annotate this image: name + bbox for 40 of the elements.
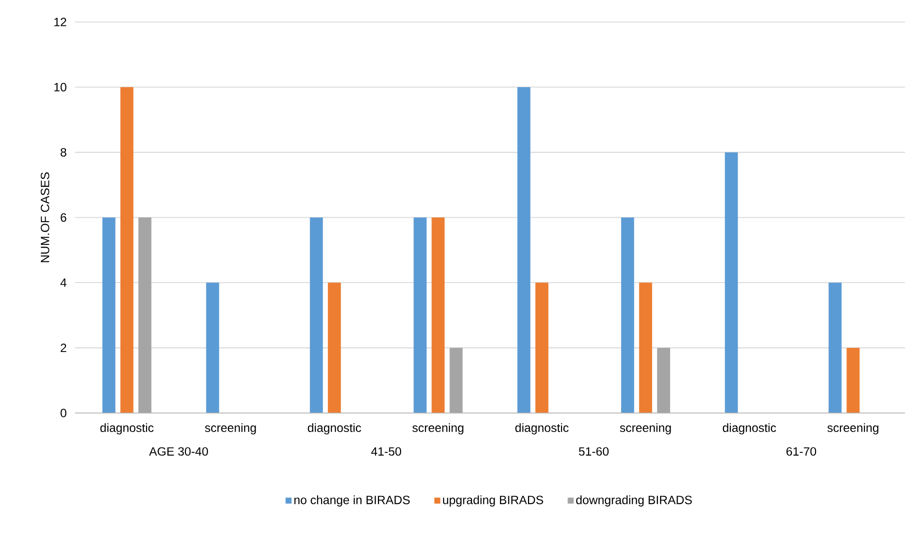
- x-tick-label: screening: [204, 423, 256, 434]
- x-tick-label: diagnostic: [722, 423, 776, 434]
- bar: [517, 87, 530, 413]
- bar: [621, 217, 634, 413]
- bar: [639, 282, 652, 413]
- bar: [432, 217, 445, 413]
- text: 61-70: [786, 447, 816, 456]
- bar: [102, 217, 116, 413]
- bar: [535, 282, 548, 413]
- bar: [657, 348, 670, 413]
- y-tick-label: 2: [60, 344, 66, 352]
- y-tick-label: 0: [60, 408, 66, 418]
- bar: [724, 152, 738, 413]
- text: 51-60: [578, 447, 609, 456]
- y-tick-label: 6: [60, 213, 66, 222]
- legend-label: no change in BIRADS: [294, 495, 410, 507]
- x-tick-label: screening: [620, 423, 671, 434]
- x-tick-label: screening: [412, 423, 464, 434]
- y-tick-label: 8: [60, 148, 66, 157]
- x-tick-label: diagnostic: [308, 423, 362, 434]
- x-tick-label: diagnostic: [100, 423, 154, 434]
- bar: [120, 87, 134, 413]
- y-axis-title: NUM.OF CASES: [40, 172, 50, 262]
- y-tick-label: 4: [60, 278, 66, 287]
- x-tick-label: screening: [827, 423, 878, 434]
- bar: [310, 217, 323, 413]
- bar: [206, 282, 220, 413]
- bar: [138, 217, 152, 413]
- bar: [414, 217, 427, 413]
- text: 41-50: [371, 447, 402, 456]
- bar: [846, 348, 860, 413]
- y-tick-label: 10: [54, 82, 66, 92]
- legend-label: downgrading BIRADS: [576, 495, 692, 507]
- text: AGE 30-40: [149, 447, 208, 456]
- bar: [450, 348, 463, 413]
- bar: [828, 282, 842, 413]
- x-tick-label: diagnostic: [515, 423, 569, 434]
- y-tick-label: 12: [54, 18, 66, 26]
- bar: [328, 282, 341, 413]
- legend-label: upgrading BIRADS: [443, 495, 544, 507]
